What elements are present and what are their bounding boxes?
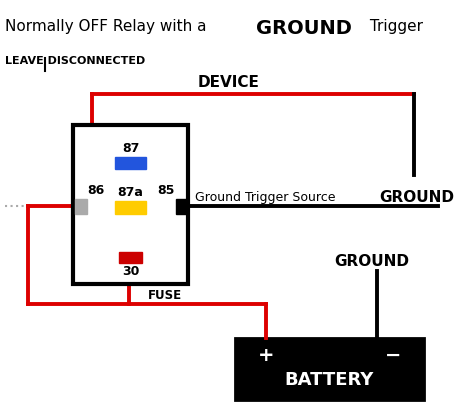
Text: 86: 86	[88, 184, 105, 197]
Text: GROUND: GROUND	[334, 254, 410, 269]
Text: FUSE: FUSE	[148, 289, 182, 302]
Bar	[73, 125, 188, 284]
Text: 87: 87	[122, 142, 139, 155]
Bar	[176, 199, 187, 214]
Text: 30: 30	[122, 265, 139, 278]
Text: LEAVE DISCONNECTED: LEAVE DISCONNECTED	[5, 56, 145, 66]
Text: 85: 85	[157, 184, 174, 197]
Text: GROUND: GROUND	[256, 19, 352, 38]
Text: GROUND: GROUND	[379, 190, 454, 205]
Text: Ground Trigger Source: Ground Trigger Source	[195, 191, 336, 204]
Text: BATTERY: BATTERY	[285, 371, 374, 389]
Text: DEVICE: DEVICE	[198, 75, 260, 90]
Bar	[75, 199, 87, 214]
Bar	[115, 157, 146, 169]
Bar	[115, 201, 146, 214]
Bar	[235, 338, 424, 400]
Text: −: −	[385, 346, 401, 365]
Text: Normally OFF Relay with a: Normally OFF Relay with a	[5, 19, 211, 34]
Bar	[119, 252, 142, 263]
Text: +: +	[258, 346, 274, 365]
Text: 87a: 87a	[118, 186, 144, 199]
Text: Trigger: Trigger	[365, 19, 423, 34]
